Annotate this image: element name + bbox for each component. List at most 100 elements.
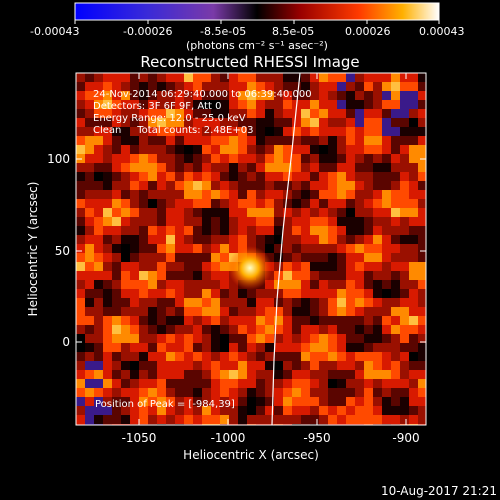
image-pixel bbox=[139, 262, 148, 271]
image-pixel bbox=[310, 352, 319, 361]
image-pixel bbox=[337, 127, 346, 136]
image-pixel bbox=[256, 244, 265, 253]
image-pixel bbox=[247, 199, 256, 208]
image-pixel bbox=[238, 316, 247, 325]
image-pixel bbox=[310, 271, 319, 280]
image-pixel bbox=[103, 145, 112, 154]
image-pixel bbox=[211, 190, 220, 199]
image-pixel bbox=[391, 163, 400, 172]
image-pixel bbox=[292, 172, 301, 181]
image-pixel bbox=[274, 109, 283, 118]
image-pixel bbox=[400, 406, 409, 415]
image-pixel bbox=[292, 181, 301, 190]
image-pixel bbox=[328, 208, 337, 217]
image-pixel bbox=[418, 163, 426, 172]
image-pixel bbox=[418, 406, 426, 415]
image-pixel bbox=[337, 253, 346, 262]
image-pixel bbox=[292, 361, 301, 370]
image-pixel bbox=[283, 316, 292, 325]
image-pixel bbox=[373, 334, 382, 343]
image-pixel bbox=[337, 226, 346, 235]
image-pixel bbox=[400, 343, 409, 352]
image-pixel bbox=[373, 82, 382, 91]
image-pixel bbox=[355, 217, 364, 226]
image-pixel bbox=[346, 316, 355, 325]
image-pixel bbox=[157, 397, 166, 406]
image-pixel bbox=[94, 199, 103, 208]
image-pixel bbox=[265, 73, 274, 82]
image-pixel bbox=[193, 100, 202, 109]
image-pixel bbox=[139, 343, 148, 352]
image-pixel bbox=[418, 109, 426, 118]
image-pixel bbox=[211, 298, 220, 307]
image-pixel bbox=[382, 136, 391, 145]
image-pixel bbox=[292, 397, 301, 406]
image-pixel bbox=[400, 280, 409, 289]
image-pixel bbox=[418, 307, 426, 316]
image-pixel bbox=[211, 343, 220, 352]
peak-position-label: Position of Peak = [-984,39] bbox=[95, 399, 235, 410]
image-pixel bbox=[238, 172, 247, 181]
image-pixel bbox=[130, 271, 139, 280]
image-pixel bbox=[85, 172, 94, 181]
image-pixel bbox=[409, 253, 418, 262]
image-pixel bbox=[94, 163, 103, 172]
image-pixel bbox=[184, 181, 193, 190]
image-pixel bbox=[85, 397, 94, 406]
image-pixel bbox=[391, 289, 400, 298]
image-pixel bbox=[193, 280, 202, 289]
image-pixel bbox=[166, 154, 175, 163]
image-pixel bbox=[391, 118, 400, 127]
image-pixel bbox=[247, 397, 256, 406]
image-pixel bbox=[418, 118, 426, 127]
image-pixel bbox=[211, 253, 220, 262]
image-pixel bbox=[94, 361, 103, 370]
image-pixel bbox=[130, 208, 139, 217]
image-pixel bbox=[121, 397, 130, 406]
image-pixel bbox=[184, 325, 193, 334]
image-pixel bbox=[319, 145, 328, 154]
image-pixel bbox=[355, 370, 364, 379]
image-pixel bbox=[139, 199, 148, 208]
image-pixel bbox=[292, 235, 301, 244]
image-pixel bbox=[220, 73, 229, 82]
image-pixel bbox=[409, 109, 418, 118]
image-pixel bbox=[346, 235, 355, 244]
image-pixel bbox=[238, 190, 247, 199]
image-pixel bbox=[409, 244, 418, 253]
image-pixel bbox=[220, 172, 229, 181]
image-pixel bbox=[94, 352, 103, 361]
image-pixel bbox=[166, 334, 175, 343]
image-pixel bbox=[256, 199, 265, 208]
image-pixel bbox=[310, 154, 319, 163]
image-pixel bbox=[130, 289, 139, 298]
image-pixel bbox=[364, 199, 373, 208]
image-pixel bbox=[337, 370, 346, 379]
image-pixel bbox=[175, 100, 184, 109]
image-pixel bbox=[121, 406, 130, 415]
image-pixel bbox=[175, 406, 184, 415]
image-pixel bbox=[274, 361, 283, 370]
image-pixel bbox=[94, 406, 103, 415]
image-pixel bbox=[238, 406, 247, 415]
image-pixel bbox=[121, 235, 130, 244]
image-pixel bbox=[247, 406, 256, 415]
image-pixel bbox=[328, 163, 337, 172]
image-pixel bbox=[310, 343, 319, 352]
x-tick-label: -950 bbox=[303, 431, 330, 445]
image-pixel bbox=[229, 415, 238, 424]
image-pixel bbox=[364, 325, 373, 334]
image-pixel bbox=[310, 325, 319, 334]
image-pixel bbox=[85, 379, 94, 388]
image-pixel bbox=[157, 145, 166, 154]
image-pixel bbox=[85, 235, 94, 244]
image-pixel bbox=[364, 109, 373, 118]
image-pixel bbox=[256, 91, 265, 100]
colorbar-tick-label: -8.5e-05 bbox=[200, 25, 246, 38]
image-pixel bbox=[292, 289, 301, 298]
image-pixel bbox=[391, 343, 400, 352]
image-pixel bbox=[166, 415, 175, 424]
image-pixel bbox=[175, 361, 184, 370]
image-pixel bbox=[310, 253, 319, 262]
image-pixel bbox=[238, 82, 247, 91]
